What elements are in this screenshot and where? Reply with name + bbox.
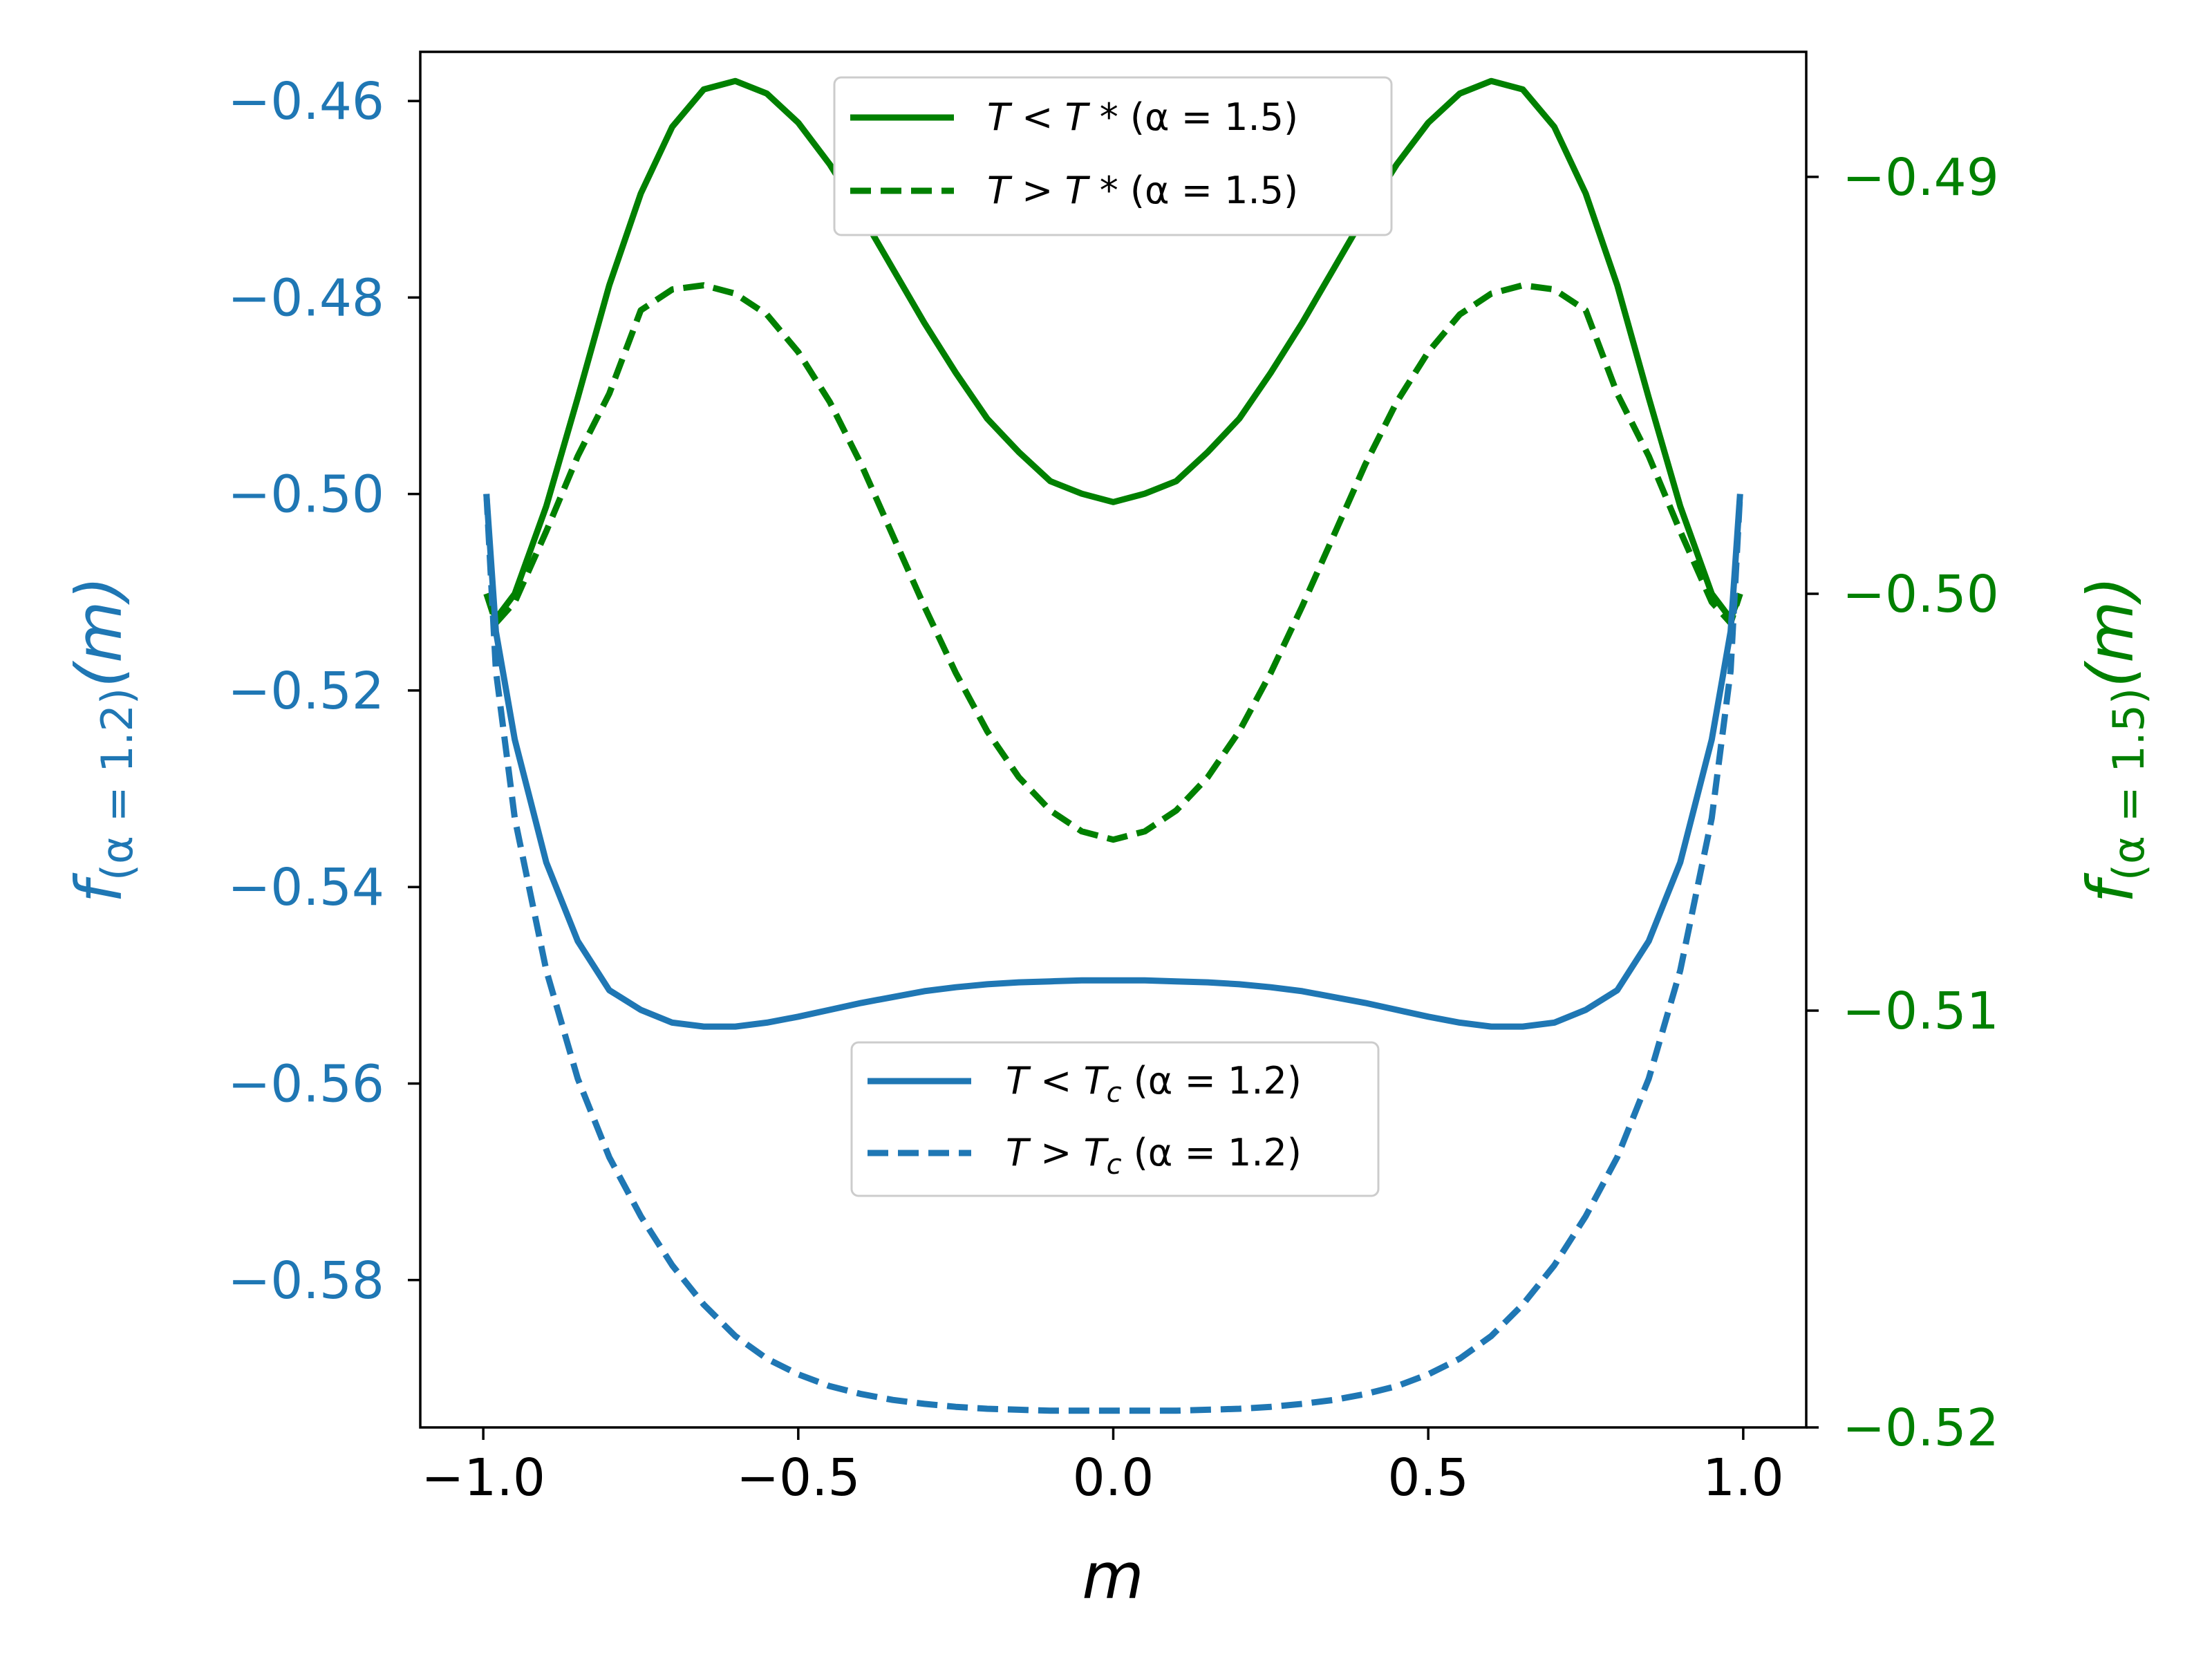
legend-box	[850, 1041, 1380, 1197]
left-y-tick-label: −0.48	[227, 268, 384, 328]
left-y-tick-label: −0.46	[227, 72, 384, 131]
series-line-3	[483, 494, 1743, 1414]
legend-label: T < Tc (α = 1.2)	[1006, 1059, 1302, 1109]
left-y-tick-label: −0.52	[227, 662, 384, 721]
legend-alpha-1-5: T < T * (α = 1.5) T > T * (α = 1.5)	[833, 76, 1393, 236]
legend-label: T > Tc (α = 1.2)	[1006, 1131, 1302, 1181]
legend-label: T > T * (α = 1.5)	[987, 169, 1298, 212]
left-y-axis-label: f(α = 1.2)(m)	[62, 576, 142, 903]
series-layer	[483, 77, 1743, 1414]
right-y-tick-label: −0.50	[1842, 565, 1999, 624]
x-tick-label: 1.0	[1703, 1448, 1784, 1508]
x-tick-label: 0.0	[1073, 1448, 1154, 1508]
right-y-tick-label: −0.49	[1842, 148, 1999, 207]
left-y-tick-label: −0.50	[227, 465, 384, 525]
legend-label: T < T * (α = 1.5)	[987, 95, 1298, 139]
left-y-tick-label: −0.54	[227, 858, 384, 917]
x-tick-label: −1.0	[421, 1448, 545, 1508]
right-y-tick-label: −0.51	[1842, 982, 1999, 1041]
x-axis-label: m	[1082, 1539, 1144, 1613]
legend-box	[833, 76, 1393, 236]
left-y-axis: −0.46 −0.48 −0.50 −0.52 −0.54 −0.56 −0.58	[227, 72, 420, 1311]
x-axis: −1.0 −0.5 0.0 0.5 1.0	[421, 1427, 1784, 1508]
series-line-0	[483, 77, 1743, 622]
right-y-tick-label: −0.52	[1842, 1398, 1999, 1458]
left-y-tick-label: −0.58	[227, 1251, 384, 1311]
series-line-2	[483, 494, 1743, 1030]
right-y-axis-label: f(α = 1.5)(m)	[2074, 576, 2154, 903]
left-y-tick-label: −0.56	[227, 1055, 384, 1114]
legend-alpha-1-2: T < Tc (α = 1.2) T > Tc (α = 1.2)	[850, 1041, 1380, 1197]
series-line-1	[483, 282, 1743, 843]
x-tick-label: −0.5	[736, 1448, 861, 1508]
x-tick-label: 0.5	[1387, 1448, 1469, 1508]
right-y-axis: −0.49 −0.50 −0.51 −0.52	[1806, 148, 1999, 1458]
